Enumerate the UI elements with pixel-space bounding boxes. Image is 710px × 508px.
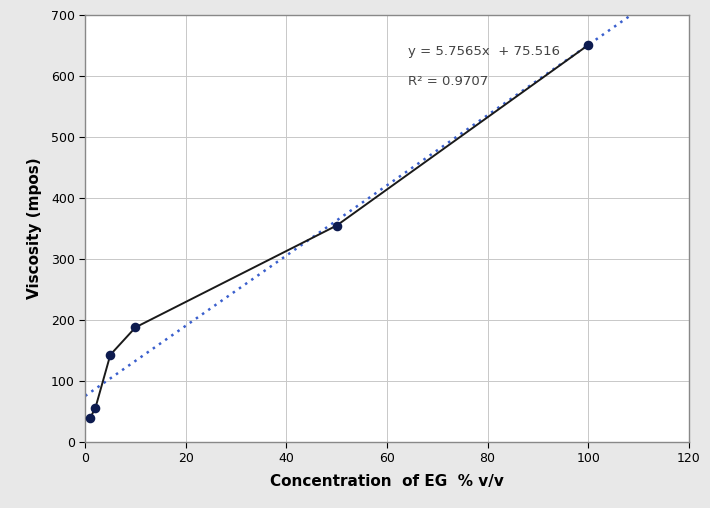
Y-axis label: Viscosity (mpos): Viscosity (mpos)	[28, 158, 43, 299]
Point	[130, 323, 141, 331]
Text: R² = 0.9707: R² = 0.9707	[408, 75, 488, 88]
Point	[331, 221, 342, 230]
Point	[89, 404, 101, 412]
Point	[582, 41, 594, 49]
Point	[104, 351, 116, 359]
X-axis label: Concentration  of EG  % v/v: Concentration of EG % v/v	[270, 473, 504, 489]
Point	[84, 414, 96, 422]
Text: y = 5.7565x  + 75.516: y = 5.7565x + 75.516	[408, 45, 560, 58]
